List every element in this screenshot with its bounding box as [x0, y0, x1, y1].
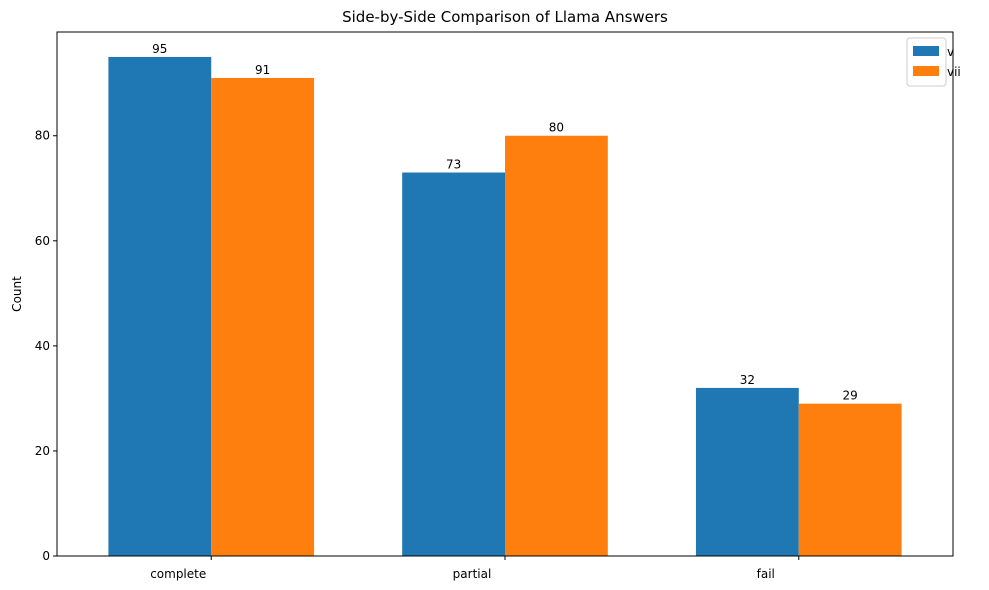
bar-v-fail [695, 387, 799, 556]
data-label: 95 [152, 42, 167, 56]
data-label: 29 [843, 389, 858, 403]
data-label: 91 [255, 63, 270, 77]
bar-vii-fail [798, 403, 902, 556]
legend-label-v: v [947, 45, 954, 59]
x-tick-label: partial [453, 567, 492, 581]
bar-v-complete [108, 56, 212, 556]
y-tick-label: 0 [42, 549, 50, 563]
y-tick-label: 80 [35, 129, 50, 143]
x-tick-label: complete [150, 567, 206, 581]
data-label: 73 [446, 158, 461, 172]
legend-label-vii: vii [947, 65, 961, 79]
x-axis-ticks: complete partial fail [150, 556, 800, 581]
legend-box [906, 37, 947, 87]
data-label: 32 [740, 373, 755, 387]
y-axis-ticks: 0 20 40 60 80 [35, 129, 57, 563]
plot-frame [56, 31, 954, 557]
y-tick-label: 60 [35, 234, 50, 248]
bar-vii-partial [505, 135, 608, 556]
bar-vii-complete [211, 77, 315, 557]
y-tick-label: 40 [35, 339, 50, 353]
y-tick-label: 20 [35, 444, 50, 458]
data-labels: 95 73 32 91 80 29 [152, 42, 858, 403]
legend-swatch-vii [913, 66, 939, 76]
data-label: 80 [549, 121, 564, 135]
y-axis-label: Count [10, 276, 24, 312]
bars [108, 56, 902, 557]
x-tick-label: fail [757, 567, 775, 581]
legend-swatch-v [913, 46, 939, 56]
bar-v-partial [402, 172, 505, 556]
chart-title: Side-by-Side Comparison of Llama Answers [342, 8, 668, 26]
legend: v vii [906, 37, 961, 87]
